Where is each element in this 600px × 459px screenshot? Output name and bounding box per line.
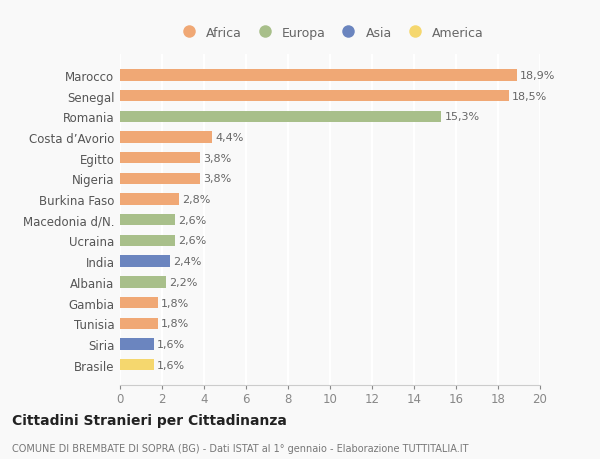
Text: Cittadini Stranieri per Cittadinanza: Cittadini Stranieri per Cittadinanza bbox=[12, 414, 287, 428]
Bar bbox=[120, 235, 175, 246]
Bar bbox=[120, 91, 509, 102]
Text: 15,3%: 15,3% bbox=[445, 112, 479, 122]
Bar bbox=[120, 174, 200, 185]
Text: 2,6%: 2,6% bbox=[178, 236, 206, 246]
Text: 2,8%: 2,8% bbox=[182, 195, 211, 205]
Bar bbox=[120, 256, 170, 267]
Text: 1,8%: 1,8% bbox=[161, 319, 189, 329]
Bar bbox=[120, 194, 179, 205]
Bar bbox=[120, 277, 166, 288]
Text: 4,4%: 4,4% bbox=[215, 133, 244, 143]
Text: 18,5%: 18,5% bbox=[512, 91, 547, 101]
Bar bbox=[120, 318, 158, 329]
Bar bbox=[120, 297, 158, 308]
Bar bbox=[120, 132, 212, 143]
Bar bbox=[120, 215, 175, 226]
Text: 2,4%: 2,4% bbox=[173, 257, 202, 267]
Text: COMUNE DI BREMBATE DI SOPRA (BG) - Dati ISTAT al 1° gennaio - Elaborazione TUTTI: COMUNE DI BREMBATE DI SOPRA (BG) - Dati … bbox=[12, 443, 469, 453]
Bar bbox=[120, 339, 154, 350]
Text: 18,9%: 18,9% bbox=[520, 71, 556, 81]
Legend: Africa, Europa, Asia, America: Africa, Europa, Asia, America bbox=[171, 22, 489, 45]
Text: 1,6%: 1,6% bbox=[157, 339, 185, 349]
Bar bbox=[120, 359, 154, 370]
Text: 3,8%: 3,8% bbox=[203, 174, 231, 184]
Text: 1,6%: 1,6% bbox=[157, 360, 185, 370]
Bar bbox=[120, 112, 442, 123]
Bar bbox=[120, 70, 517, 81]
Bar bbox=[120, 153, 200, 164]
Text: 3,8%: 3,8% bbox=[203, 153, 231, 163]
Text: 2,6%: 2,6% bbox=[178, 215, 206, 225]
Text: 2,2%: 2,2% bbox=[169, 277, 198, 287]
Text: 1,8%: 1,8% bbox=[161, 298, 189, 308]
